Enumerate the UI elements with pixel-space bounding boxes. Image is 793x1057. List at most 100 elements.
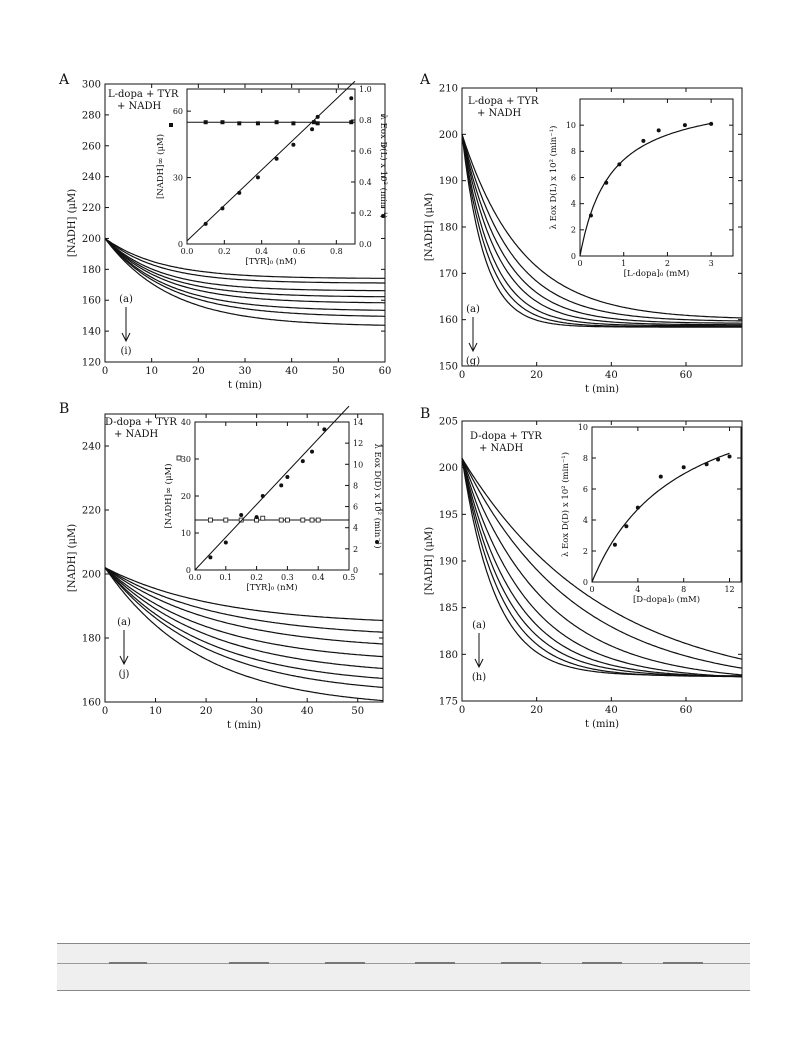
annotation-bottom: (j) [119,669,130,680]
inset-data-point [220,206,225,211]
main-y-tick-label: 160 [82,296,101,307]
panel-letter-b-left: B [59,401,70,417]
kinetic-curve [104,567,384,679]
inset-data-point [588,213,593,218]
inset-right-axis-label: λ Eox D(L) x 10² (min⁻¹) [378,115,389,219]
footer-divider [57,963,750,964]
inset-y-tick-label: 30 [181,455,191,464]
main-x-tick-label: 0 [459,705,465,716]
inset-right-axis-label: λ Eox D(D) x 10² (min⁻¹) [372,443,383,548]
inset-data-point [656,128,661,133]
kinetic-curve [461,134,742,324]
main-x-tick-label: 10 [145,366,158,377]
inset-right-tick-label: 12 [353,439,363,448]
kinetic-curve [461,134,742,326]
main-x-tick-label: 60 [379,366,392,377]
inset-data-point [704,462,709,467]
inset-data-point [309,517,315,523]
inset-y-tick-label: 8 [571,147,576,156]
inset-data-point [208,555,213,560]
inset-right-tick-label: 10 [353,460,363,469]
inset-data-point [274,120,279,125]
inset-chart: 0 4 8 12 0 2 4 6 8 10 [D-dopa]₀ (mM) λ Eox D(D) x 1… [560,423,742,605]
inset-data-point [237,190,242,195]
inset-x-tick-label: 0 [577,259,582,268]
inset-data-point [255,175,260,180]
inset-y-tick-label: 4 [583,516,588,525]
main-x-tick-label: 0 [102,366,108,377]
inset-data-point [203,120,208,125]
annotation-arrow-head [121,332,131,343]
inset-right-tick-label: 0.2 [359,209,372,218]
kinetic-curve [461,458,742,677]
kinetic-curve [104,237,385,284]
inset-data-point [260,494,265,498]
main-x-tick-label: 60 [680,705,693,716]
reaction-label: L-dopa + TYR [108,89,179,100]
inset-data-point [624,524,629,529]
inset-data-point [635,505,640,510]
annotation-bottom: (i) [120,346,131,357]
main-y-tick-label: 300 [82,80,101,91]
inset-data-point [311,120,316,125]
inset-y-tick-label: 10 [566,121,576,130]
inset-x-tick-label: 4 [635,585,640,594]
inset-x-tick-label: 2 [665,259,670,268]
main-y-tick-label: 170 [439,269,458,280]
inset-data-point [310,449,315,454]
inset-data-point [291,121,296,126]
main-y-tick-label: 260 [82,141,101,152]
inset-data-point [207,517,213,523]
inset-x-tick-label: 0.2 [250,573,263,582]
inset-data-point [223,517,229,523]
x-axis-label: t (min) [227,720,261,731]
kinetic-curve [104,567,384,702]
inset-background [580,99,733,256]
annotation-bottom: (g) [466,356,480,367]
kinetic-curve [104,238,385,317]
main-y-tick-label: 205 [439,417,458,428]
kinetic-curve [461,134,742,328]
main-y-tick-label: 160 [82,698,101,709]
inset-data-point [203,221,208,226]
inset-data-point [255,121,260,126]
kinetic-curve [461,458,743,676]
inset-data-point [727,454,732,459]
inset-x-axis-label: [D-dopa]₀ (mM) [633,594,700,605]
annotation-arrow-head [468,342,478,353]
inset-y-axis-label: [NADH]∞ (μM) [163,463,174,528]
main-y-tick-label: 280 [82,110,101,121]
inset-y-tick-label: 2 [571,226,576,235]
main-y-tick-label: 120 [82,358,101,369]
panel-letter-a-right: A [420,72,431,88]
kinetic-curve [104,237,385,292]
inset-x-tick-label: 0.6 [293,247,306,256]
inset-y-tick-label: 60 [173,107,183,116]
main-y-tick-label: 220 [82,506,101,517]
inset-data-point [238,517,244,523]
inset-x-tick-label: 8 [681,585,686,594]
main-x-tick-label: 50 [332,366,345,377]
inset-right-tick-label: 6 [353,503,358,512]
inset-data-point [279,483,284,488]
kinetic-curve [104,237,385,279]
inset-frame [591,426,742,583]
main-x-tick-label: 30 [250,706,263,717]
y-axis-label: [NADH] (μM) [67,524,78,592]
inset-x-tick-label: 0.4 [312,573,325,582]
inset-x-tick-label: 0.0 [181,247,194,256]
kinetic-curve [104,567,384,633]
kinetic-curve [104,567,384,645]
y-axis-label: [NADH] (μM) [424,527,435,595]
inset-data-point [254,515,259,520]
y-axis-label: [NADH] (μM) [67,189,78,257]
inset-frame [186,88,356,245]
inset-x-tick-label: 0.0 [189,573,202,582]
inset-data-point [612,542,617,547]
inset-right-tick-label: 2 [353,545,358,554]
annotation-top: (a) [472,620,486,631]
main-y-tick-label: 220 [82,203,101,214]
